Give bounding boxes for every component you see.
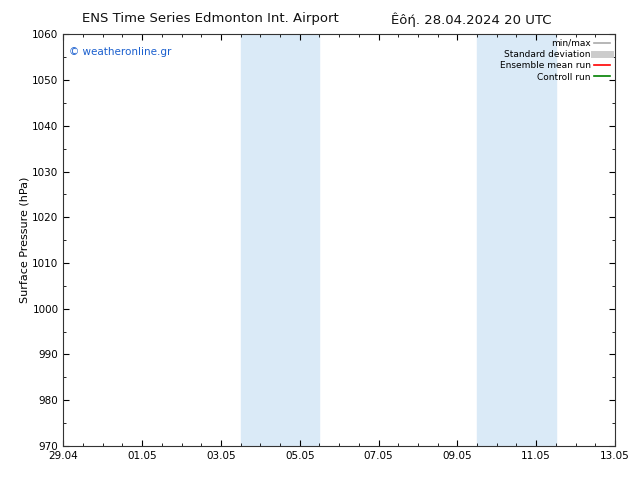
Bar [477, 34, 556, 446]
Text: © weatheronline.gr: © weatheronline.gr [69, 47, 171, 57]
Text: Êôή. 28.04.2024 20 UTC: Êôή. 28.04.2024 20 UTC [391, 12, 552, 27]
Y-axis label: Surface Pressure (hPa): Surface Pressure (hPa) [20, 177, 30, 303]
Bar [241, 34, 320, 446]
Text: ENS Time Series Edmonton Int. Airport: ENS Time Series Edmonton Int. Airport [82, 12, 339, 25]
Legend: min/max, Standard deviation, Ensemble mean run, Controll run: min/max, Standard deviation, Ensemble me… [500, 39, 611, 81]
